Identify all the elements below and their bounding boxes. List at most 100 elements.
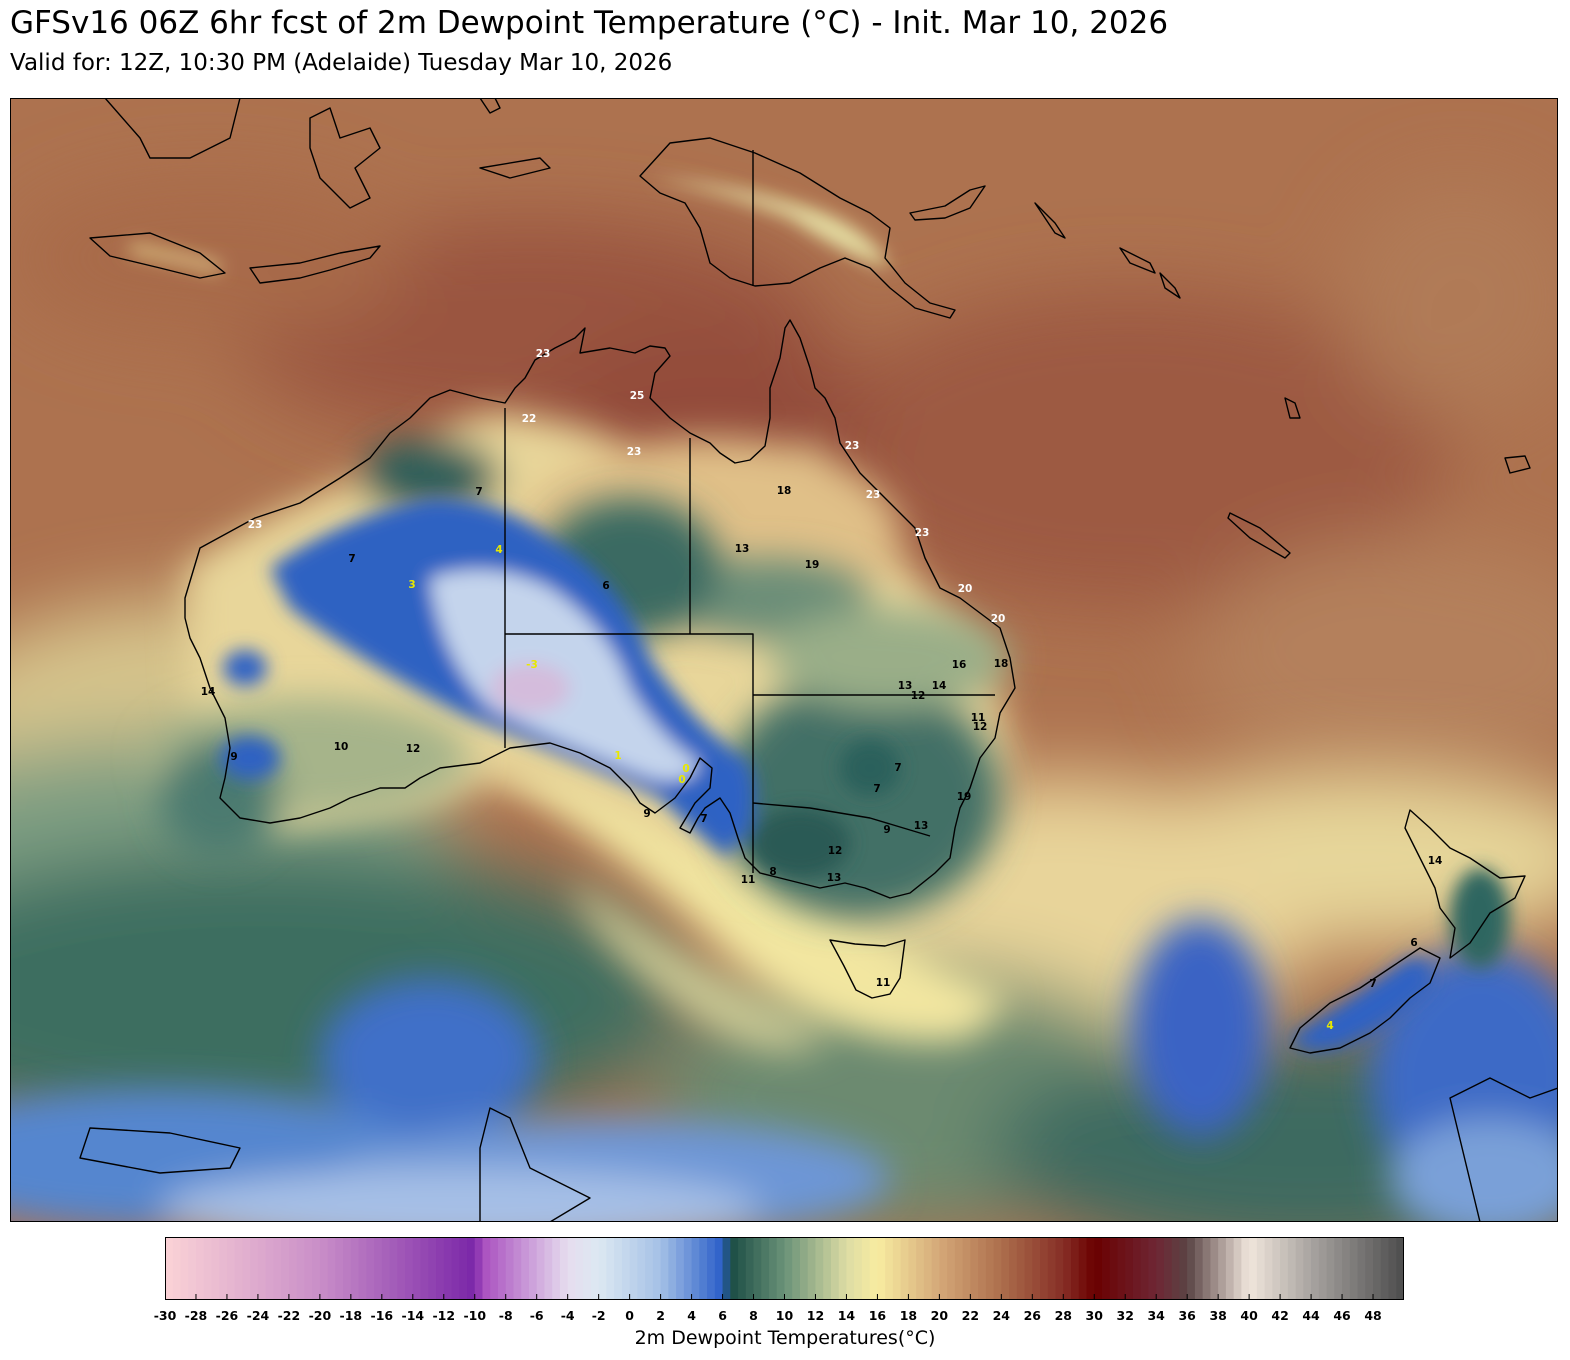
colorbar-swatch (970, 1237, 979, 1300)
colorbar-swatch (753, 1237, 762, 1300)
colorbar-tick-label: 42 (1271, 1308, 1289, 1323)
colorbar-swatch (250, 1237, 259, 1300)
colorbar-swatch (312, 1237, 321, 1300)
colorbar-swatch (846, 1237, 855, 1300)
station-dewpoint-label: 12 (405, 743, 421, 755)
colorbar-swatch (234, 1237, 244, 1300)
flores-islands (89, 232, 226, 279)
colorbar-swatch (575, 1237, 584, 1300)
colorbar-tick-label: -20 (308, 1308, 332, 1323)
colorbar-swatch (296, 1237, 305, 1300)
colorbar-swatch (1117, 1237, 1126, 1300)
colorbar-swatch (528, 1237, 538, 1300)
station-dewpoint-label: 6 (1410, 937, 1418, 949)
station-dewpoint-label: 19 (804, 559, 820, 571)
colorbar-swatch (614, 1237, 623, 1300)
colorbar-tick-label: -22 (277, 1308, 301, 1323)
colorbar-tick-label: 0 (625, 1308, 634, 1323)
colorbar-swatch (521, 1237, 530, 1300)
station-dewpoint-label: 13 (734, 543, 750, 555)
colorbar-swatch (497, 1237, 507, 1300)
colorbar-swatch (1009, 1237, 1018, 1300)
station-dewpoint-label: 18 (776, 485, 792, 497)
colorbar-tick-label: 48 (1364, 1308, 1382, 1323)
colorbar-swatch (652, 1237, 662, 1300)
station-dewpoint-label: 8 (769, 866, 777, 878)
colorbar-swatch (1225, 1237, 1235, 1300)
colorbar-swatch (799, 1237, 809, 1300)
colorbar-tick-label: 30 (1085, 1308, 1103, 1323)
colorbar-tick-label: 28 (1054, 1308, 1072, 1323)
colorbar-swatch (319, 1237, 329, 1300)
halmahera (479, 98, 501, 114)
fiji (1504, 455, 1531, 474)
colorbar-swatch (172, 1237, 182, 1300)
colorbar-swatch (1318, 1237, 1328, 1300)
colorbar-swatch (660, 1237, 669, 1300)
colorbar-swatch (1202, 1237, 1211, 1300)
colorbar-tick-label: -14 (401, 1308, 425, 1323)
station-dewpoint-label: 14 (1427, 855, 1443, 867)
station-dewpoint-label: 14 (200, 686, 216, 698)
colorbar (164, 1237, 1405, 1300)
colorbar-swatch (1365, 1237, 1374, 1300)
australia-coast (184, 319, 1016, 899)
map-subtitle: Valid for: 12Z, 10:30 PM (Adelaide) Tues… (10, 50, 673, 76)
field-png-highlands (129, 178, 890, 273)
colorbar-swatch (436, 1237, 445, 1300)
colorbar-label: 2m Dewpoint Temperatures(°C) (634, 1327, 936, 1349)
colorbar-tick-label: 38 (1209, 1308, 1227, 1323)
solomons-2 (1119, 247, 1156, 274)
antarctic-2 (479, 1107, 591, 1222)
colorbar-swatch (358, 1237, 367, 1300)
station-dewpoint-label: 11 (970, 712, 986, 724)
colorbar-swatch (962, 1237, 971, 1300)
colorbar-tick-label: 20 (930, 1308, 949, 1323)
colorbar-swatch (637, 1237, 646, 1300)
colorbar-swatch (807, 1237, 817, 1300)
colorbar-swatch (745, 1237, 755, 1300)
colorbar-swatch (823, 1237, 832, 1300)
colorbar-swatch (1295, 1237, 1304, 1300)
colorbar-swatch (451, 1237, 460, 1300)
colorbar-swatch (861, 1237, 871, 1300)
colorbar-tick-label: 40 (1240, 1308, 1258, 1323)
colorbar-swatch (676, 1237, 685, 1300)
colorbar-swatch (219, 1237, 228, 1300)
colorbar-swatch (691, 1237, 700, 1300)
colorbar-swatch (381, 1237, 391, 1300)
colorbar-swatch (265, 1237, 275, 1300)
colorbar-swatch (1187, 1237, 1196, 1300)
colorbar-swatch (784, 1237, 793, 1300)
station-dewpoint-label: 7 (475, 486, 483, 498)
station-dewpoint-label: 23 (626, 446, 642, 458)
vanuatu (1284, 397, 1301, 419)
colorbar-swatch (699, 1237, 708, 1300)
tasmania-coast (829, 939, 906, 999)
colorbar-swatch (1140, 1237, 1150, 1300)
station-dewpoint-label: 1 (614, 750, 622, 762)
colorbar-swatch (273, 1237, 282, 1300)
colorbar-tick-label: -6 (529, 1308, 544, 1323)
colorbar-tick-label: -8 (498, 1308, 513, 1323)
colorbar-swatch (350, 1237, 360, 1300)
colorbar-swatch (374, 1237, 383, 1300)
colorbar-swatch (1078, 1237, 1088, 1300)
station-dewpoint-label: 11 (740, 874, 756, 886)
station-dewpoint-label: 12 (827, 845, 843, 857)
colorbar-swatch (1163, 1237, 1173, 1300)
colorbar-swatch (242, 1237, 251, 1300)
colorbar-swatch (552, 1237, 561, 1300)
colorbar-swatch (1272, 1237, 1281, 1300)
new-caledonia (1227, 512, 1291, 559)
nz-north (1404, 809, 1526, 959)
field-bight-band (480, 758, 1010, 1052)
colorbar-swatch (1016, 1237, 1026, 1300)
colorbar-tick-label: 22 (961, 1308, 980, 1323)
colorbar-swatch (257, 1237, 267, 1300)
station-dewpoint-label: 23 (247, 519, 263, 531)
colorbar-tick-label: 6 (718, 1308, 727, 1323)
colorbar-swatch (993, 1237, 1002, 1300)
station-dewpoint-label: 7 (894, 762, 902, 774)
colorbar-swatch (885, 1237, 894, 1300)
